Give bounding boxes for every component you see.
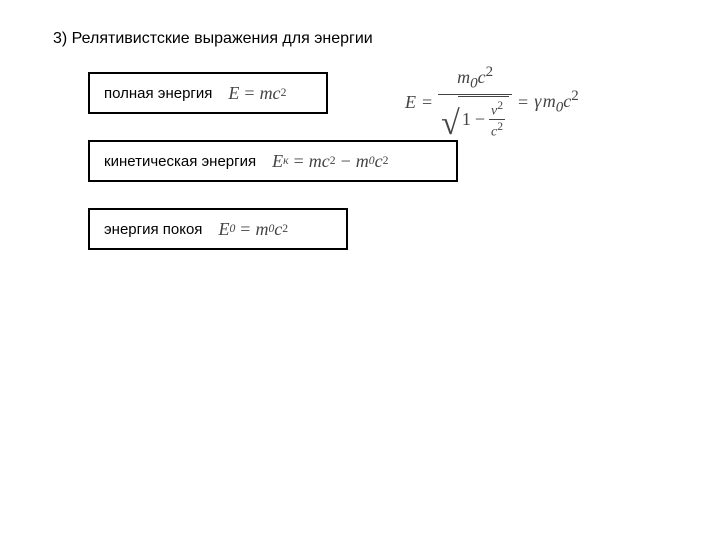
label-kinetic-energy: кинетическая энергия [104,153,256,170]
formula-total-energy: E=mc2 [228,83,286,104]
formula-box-kinetic-energy: кинетическая энергия Eк=mc2−m0c2 [88,140,458,182]
formula-box-total-energy: полная энергия E=mc2 [88,72,328,114]
label-rest-energy: энергия покоя [104,221,202,238]
formula-kinetic-energy: Eк=mc2−m0c2 [272,151,388,172]
formula-relativistic: E= m0c2 √ 1 − v2 c2 = γ m0c2 [405,64,579,141]
section-title: 3) Релятивистские выражения для энергии [53,30,373,48]
label-total-energy: полная энергия [104,85,212,102]
formula-rest-energy: E0=m0c2 [218,219,288,240]
formula-box-rest-energy: энергия покоя E0=m0c2 [88,208,348,250]
